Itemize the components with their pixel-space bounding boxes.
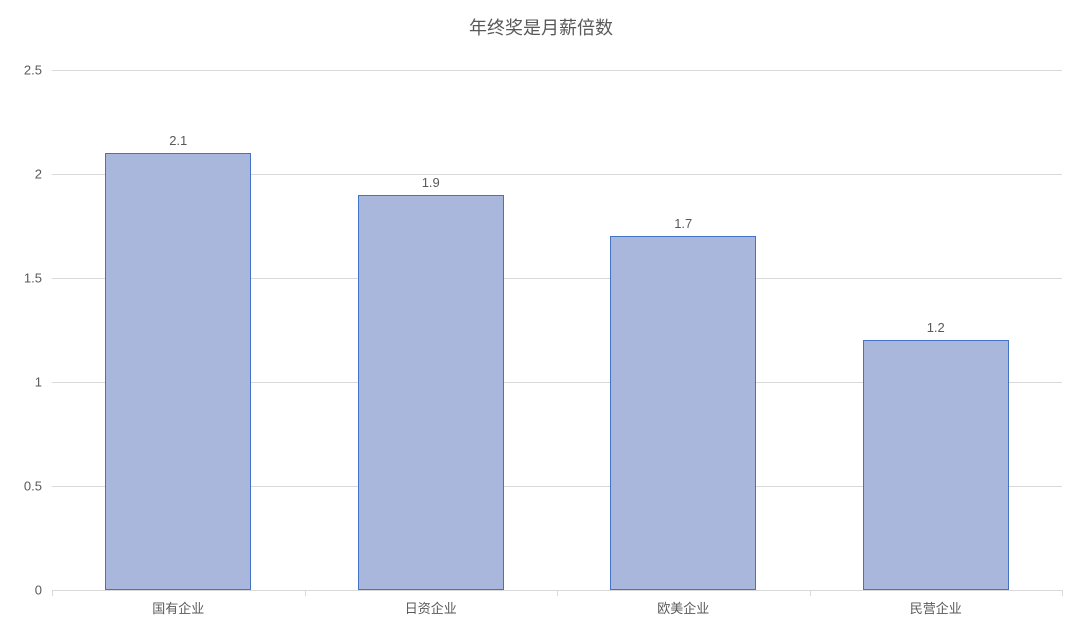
gridline: [52, 70, 1062, 71]
bar-value-label: 1.9: [422, 175, 440, 196]
chart-title: 年终奖是月薪倍数: [0, 14, 1082, 40]
bar-value-label: 1.7: [674, 216, 692, 237]
y-tick-label: 2.5: [24, 63, 52, 78]
x-tick-mark: [52, 590, 53, 596]
x-tick-mark: [305, 590, 306, 596]
y-tick-label: 0: [35, 583, 52, 598]
x-tick-label: 欧美企业: [657, 590, 709, 617]
y-tick-label: 0.5: [24, 479, 52, 494]
bar: 1.9: [358, 195, 504, 590]
x-tick-mark: [557, 590, 558, 596]
y-tick-label: 1: [35, 375, 52, 390]
bar-value-label: 1.2: [927, 320, 945, 341]
bar-value-label: 2.1: [169, 133, 187, 154]
bar: 1.7: [610, 236, 756, 590]
plot-area: 00.511.522.52.1国有企业1.9日资企业1.7欧美企业1.2民营企业: [52, 70, 1062, 590]
x-tick-label: 国有企业: [152, 590, 204, 617]
y-tick-label: 1.5: [24, 271, 52, 286]
y-tick-label: 2: [35, 167, 52, 182]
chart-container: 年终奖是月薪倍数 00.511.522.52.1国有企业1.9日资企业1.7欧美…: [0, 0, 1082, 633]
x-tick-label: 日资企业: [405, 590, 457, 617]
x-tick-mark: [810, 590, 811, 596]
x-tick-label: 民营企业: [910, 590, 962, 617]
bar: 1.2: [863, 340, 1009, 590]
x-tick-mark: [1062, 590, 1063, 596]
bar: 2.1: [105, 153, 251, 590]
